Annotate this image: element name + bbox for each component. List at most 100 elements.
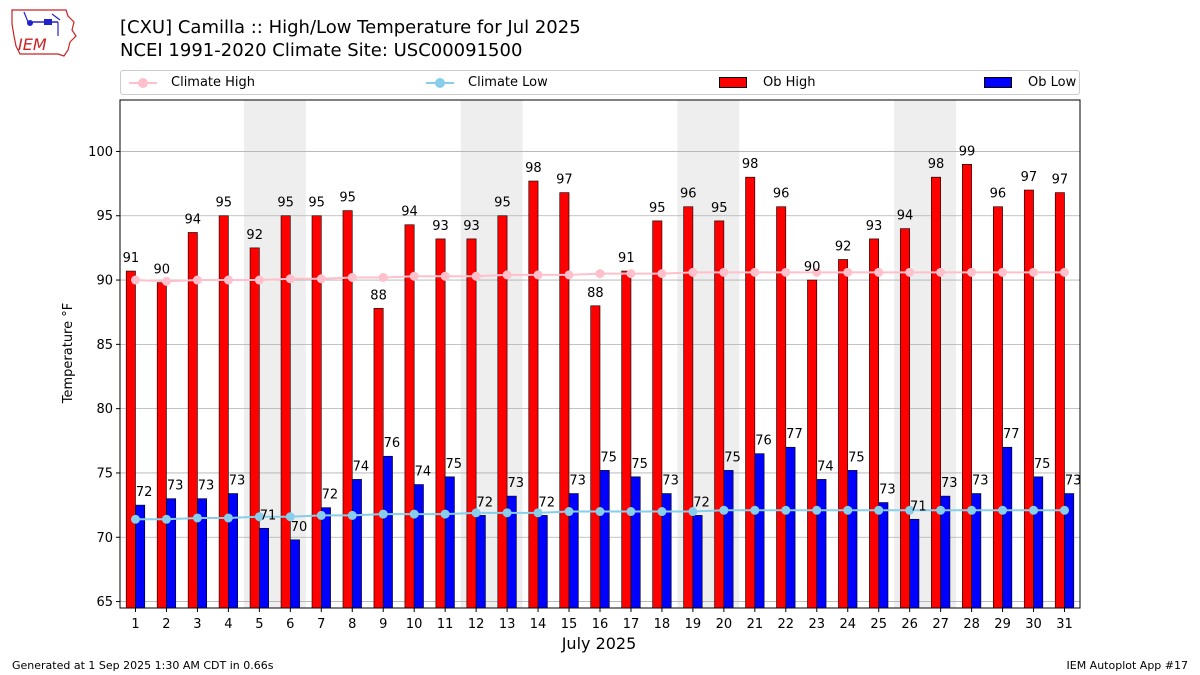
ob-low-bar (785, 446, 796, 609)
climate-high-point (657, 269, 667, 279)
y-tick-label: 85 (96, 338, 113, 353)
ob-high-bar (683, 206, 694, 609)
ob-low-label: 73 (972, 474, 989, 489)
y-tick-label: 70 (96, 531, 113, 546)
climate-high-point (471, 271, 481, 281)
climate-low-point (688, 507, 698, 517)
ob-high-label: 93 (866, 219, 883, 234)
ob-high-bar (931, 176, 941, 609)
ob-high-label: 97 (1052, 173, 1069, 188)
ob-low-bar (351, 479, 362, 609)
x-tick-label: 9 (379, 617, 387, 632)
climate-low-point (347, 510, 357, 520)
generated-timestamp: Generated at 1 Sep 2025 1:30 AM CDT in 0… (12, 659, 274, 672)
climate-lines (130, 267, 1070, 524)
ob-high-bar (1054, 192, 1065, 609)
climate-low-point (533, 508, 543, 518)
ob-high-bar (342, 210, 353, 609)
bars (125, 164, 1075, 609)
ob-high-label: 95 (711, 201, 728, 216)
ob-low-label: 71 (910, 499, 927, 514)
climate-low-point (564, 507, 574, 517)
climate-high-point (936, 267, 946, 277)
climate-high-point (874, 267, 884, 277)
x-tick-label: 2 (162, 617, 170, 632)
climate-low-point (316, 510, 326, 520)
ob-high-bar (528, 180, 539, 609)
x-tick-label: 22 (778, 617, 795, 632)
ob-high-label: 95 (494, 196, 511, 211)
climate-low-point (843, 505, 853, 515)
climate-high-point (223, 275, 233, 285)
ob-high-label: 92 (246, 228, 263, 243)
ob-high-label: 98 (928, 157, 945, 172)
climate-low-point (161, 514, 171, 524)
ob-low-label: 72 (477, 495, 494, 510)
ob-high-label: 91 (618, 251, 635, 266)
ob-low-bar (444, 476, 455, 609)
climate-low-point (781, 505, 791, 515)
ob-high-bar (373, 308, 384, 609)
ob-high-label: 94 (401, 205, 418, 220)
ob-high-bar (404, 224, 415, 609)
legend-label-climate-high: Climate High (171, 75, 256, 90)
climate-low-point (750, 505, 760, 515)
climate-high-point (254, 275, 264, 285)
climate-high-point (688, 267, 698, 277)
ob-high-bar (187, 232, 198, 609)
climate-high-point (626, 269, 636, 279)
climate-high-point (998, 267, 1008, 277)
x-tick-label: 11 (437, 617, 454, 632)
ob-high-label: 93 (432, 219, 449, 234)
ob-high-label: 97 (1021, 170, 1038, 185)
ob-high-label: 88 (587, 286, 604, 301)
legend-label-climate-low: Climate Low (468, 75, 548, 90)
legend-item-ob-low: Ob Low (984, 71, 1076, 94)
climate-high-point (378, 272, 388, 282)
y-axis-label: Temperature °F (61, 303, 76, 404)
ob-high-bar (776, 206, 787, 609)
ob-high-bar (807, 279, 818, 609)
ob-low-label: 75 (724, 450, 741, 465)
ob-low-bar (259, 527, 269, 609)
ob-high-label: 95 (649, 201, 666, 216)
ob-high-label: 96 (773, 187, 790, 202)
x-tick-label: 1 (131, 617, 139, 632)
climate-low-swatch (426, 77, 454, 88)
x-tick-label: 6 (286, 617, 294, 632)
ob-low-label: 75 (600, 450, 617, 465)
climate-high-point (595, 269, 605, 279)
ob-low-label: 72 (136, 485, 153, 500)
ob-low-label: 70 (291, 520, 308, 535)
climate-low-point (409, 509, 419, 519)
ob-high-label: 96 (680, 187, 697, 202)
x-tick-label: 21 (747, 617, 764, 632)
x-tick-label: 23 (809, 617, 826, 632)
ob-high-bar (435, 238, 446, 609)
ob-low-label: 72 (693, 495, 710, 510)
ob-high-label: 92 (835, 239, 852, 254)
legend-label-ob-high: Ob High (763, 75, 816, 90)
climate-low-point (626, 507, 636, 517)
ob-high-bar (714, 220, 725, 609)
climate-low-point (657, 507, 667, 517)
climate-low-point (874, 505, 884, 515)
legend-label-ob-low: Ob Low (1028, 75, 1077, 90)
x-tick-label: 26 (901, 617, 918, 632)
x-tick-label: 31 (1056, 617, 1073, 632)
ob-low-bar (475, 515, 486, 609)
climate-low-point (1060, 505, 1070, 515)
ob-high-label: 97 (556, 173, 573, 188)
ob-low-swatch (984, 77, 1012, 88)
climate-high-point (1029, 267, 1039, 277)
climate-low-point (1029, 505, 1039, 515)
ob-low-label: 75 (1034, 457, 1051, 472)
ob-low-label: 72 (538, 495, 555, 510)
legend-item-climate-high: Climate High (129, 71, 255, 94)
climate-high-point (781, 267, 791, 277)
climate-low-point (719, 505, 729, 515)
ob-low-label: 73 (1065, 474, 1082, 489)
climate-low-point (192, 513, 202, 523)
climate-low-point (254, 512, 264, 522)
